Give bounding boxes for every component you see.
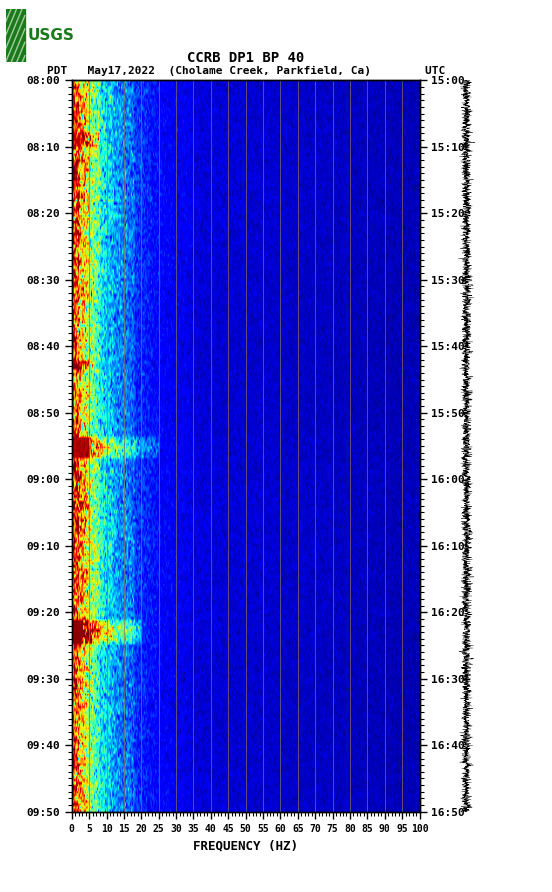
Text: USGS: USGS <box>28 29 75 43</box>
Text: PDT   May17,2022  (Cholame Creek, Parkfield, Ca)        UTC: PDT May17,2022 (Cholame Creek, Parkfield… <box>46 66 445 77</box>
Text: CCRB DP1 BP 40: CCRB DP1 BP 40 <box>187 51 304 65</box>
Bar <box>6 9 25 62</box>
X-axis label: FREQUENCY (HZ): FREQUENCY (HZ) <box>193 839 298 852</box>
